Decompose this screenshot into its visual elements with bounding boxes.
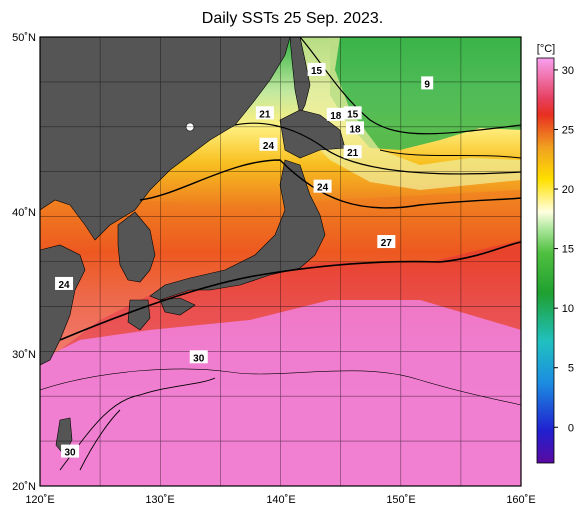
- map-title: Daily SSTs 25 Sep. 2023.: [201, 10, 384, 27]
- contour-label-bg: [343, 106, 362, 120]
- contour-label: 21: [259, 109, 271, 120]
- y-axis: 50˚N 40˚N 30˚N 20˚N: [12, 32, 36, 493]
- colorbar-unit: [°C]: [537, 43, 555, 55]
- colorbar-tick-label: 20: [562, 184, 574, 196]
- contour-label: 18: [349, 124, 361, 135]
- contour-label-bg: [189, 350, 208, 364]
- contour-label-bg: [346, 121, 365, 135]
- contour-label-bg: [343, 145, 362, 159]
- x-tick-label: 130˚E: [145, 494, 174, 506]
- contour-label: 24: [263, 141, 275, 152]
- colorbar-ticks: 30 25 20 15 10 5 0: [554, 65, 574, 434]
- colorbar-tick-label: 0: [568, 422, 574, 434]
- contour-label: 27: [381, 238, 393, 249]
- contour-label: 24: [58, 280, 70, 291]
- land: [40, 37, 346, 456]
- plot-frame: [39, 36, 522, 487]
- contour-label: 21: [347, 148, 359, 159]
- contour-label: 24: [317, 183, 329, 194]
- contour-label-bg: [55, 276, 74, 290]
- contour-label: 30: [65, 448, 77, 459]
- colorbar-tick-label: 10: [562, 303, 574, 315]
- contour-label-bg: [313, 179, 332, 193]
- contour-label-bg: [377, 235, 396, 249]
- y-tick-label: 50˚N: [12, 32, 36, 44]
- y-tick-label: 30˚N: [12, 349, 36, 361]
- contour-lines: [40, 37, 521, 471]
- colorbar-scale: [536, 57, 555, 464]
- contour-label-bg: [421, 76, 434, 90]
- colorbar: [°C] 30 25 20 15 10 5 0: [536, 43, 574, 464]
- contour-label-bg: [326, 107, 345, 121]
- x-tick-label: 160˚E: [506, 494, 535, 506]
- colorbar-tick-label: 30: [562, 65, 574, 77]
- x-tick-label: 120˚E: [25, 494, 54, 506]
- contour-label-bg: [255, 106, 274, 120]
- x-tick-label: 150˚E: [386, 494, 415, 506]
- contour-label: 15: [311, 66, 323, 77]
- colorbar-tick-label: 25: [562, 124, 574, 136]
- contour-label-bg: [307, 62, 326, 76]
- contour-labels: 15 9 21 18 15 18 24 21 24 27 24 30 30: [55, 62, 434, 459]
- map-grid: [40, 37, 521, 486]
- contour-label: 18: [330, 111, 342, 122]
- colorbar-tick-label: 15: [562, 244, 574, 256]
- y-tick-label: 20˚N: [12, 481, 36, 493]
- contour-label-bg: [61, 444, 80, 458]
- contour-label: 9: [424, 79, 430, 90]
- x-tick-label: 140˚E: [266, 494, 295, 506]
- contour-label: 30: [193, 353, 205, 364]
- y-tick-label: 40˚N: [12, 207, 36, 219]
- contour-label: 15: [347, 109, 359, 120]
- contour-label-bg: [259, 137, 278, 151]
- x-axis: 120˚E 130˚E 140˚E 150˚E 160˚E: [25, 494, 535, 506]
- colorbar-tick-label: 5: [568, 363, 574, 375]
